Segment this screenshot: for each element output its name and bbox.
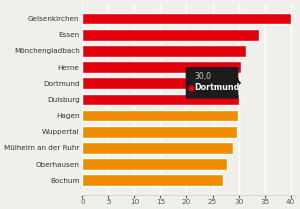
- Polygon shape: [238, 79, 241, 87]
- Bar: [82, 142, 233, 154]
- Bar: [82, 158, 227, 170]
- Bar: [82, 61, 241, 73]
- Bar: [82, 126, 237, 138]
- Bar: [82, 110, 238, 121]
- Text: Dortmund: Dortmund: [194, 83, 240, 92]
- Bar: [82, 94, 238, 105]
- Bar: [82, 29, 260, 41]
- Text: 30,0: 30,0: [194, 73, 211, 82]
- Bar: [82, 13, 291, 24]
- FancyBboxPatch shape: [186, 67, 238, 99]
- Bar: [82, 45, 246, 57]
- Bar: [82, 174, 223, 186]
- Bar: [82, 78, 238, 89]
